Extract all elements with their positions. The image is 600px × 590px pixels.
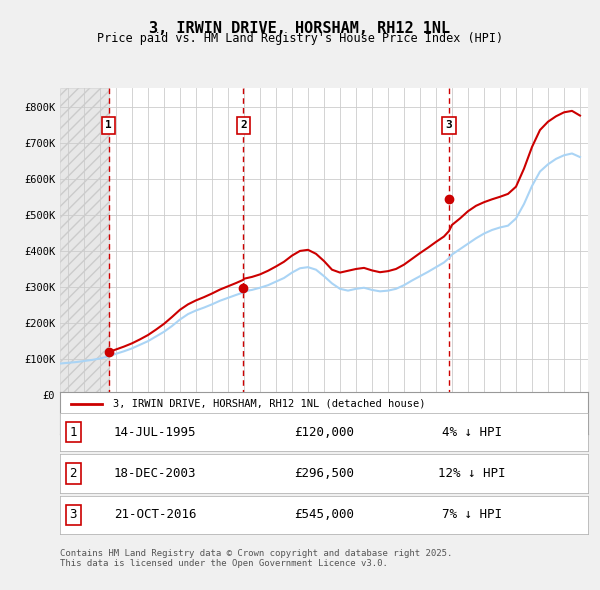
Text: Price paid vs. HM Land Registry's House Price Index (HPI): Price paid vs. HM Land Registry's House … xyxy=(97,32,503,45)
Text: £545,000: £545,000 xyxy=(294,508,354,522)
Text: HPI: Average price, detached house, Horsham: HPI: Average price, detached house, Hors… xyxy=(113,417,382,427)
Text: 3: 3 xyxy=(70,508,77,522)
Text: 1: 1 xyxy=(105,120,112,130)
Text: 14-JUL-1995: 14-JUL-1995 xyxy=(114,425,196,439)
Text: 3, IRWIN DRIVE, HORSHAM, RH12 1NL (detached house): 3, IRWIN DRIVE, HORSHAM, RH12 1NL (detac… xyxy=(113,399,425,409)
Text: 18-DEC-2003: 18-DEC-2003 xyxy=(114,467,196,480)
Text: £120,000: £120,000 xyxy=(294,425,354,439)
Text: 21-OCT-2016: 21-OCT-2016 xyxy=(114,508,196,522)
Text: Contains HM Land Registry data © Crown copyright and database right 2025.
This d: Contains HM Land Registry data © Crown c… xyxy=(60,549,452,568)
Text: 7% ↓ HPI: 7% ↓ HPI xyxy=(442,508,502,522)
Text: 2: 2 xyxy=(240,120,247,130)
Text: 12% ↓ HPI: 12% ↓ HPI xyxy=(438,467,506,480)
Bar xyxy=(60,88,109,395)
Text: 3: 3 xyxy=(446,120,452,130)
Text: 2: 2 xyxy=(70,467,77,480)
Text: 4% ↓ HPI: 4% ↓ HPI xyxy=(442,425,502,439)
Text: £296,500: £296,500 xyxy=(294,467,354,480)
Text: 1: 1 xyxy=(70,425,77,439)
Text: 3, IRWIN DRIVE, HORSHAM, RH12 1NL: 3, IRWIN DRIVE, HORSHAM, RH12 1NL xyxy=(149,21,451,35)
